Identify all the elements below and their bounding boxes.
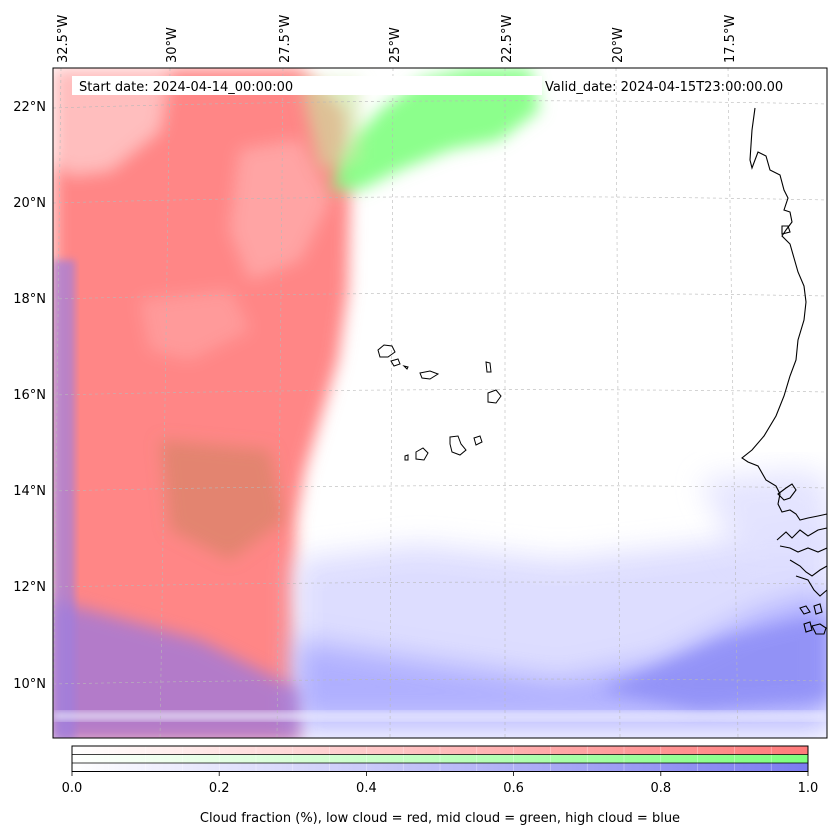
colorbar-tick-label: 0.4 [356, 781, 377, 796]
lon-label: 30°W [165, 27, 180, 63]
lat-label: 16°N [13, 388, 46, 403]
lat-label: 18°N [13, 292, 46, 307]
colorbar: 0.0 0.2 0.4 0.6 0.8 1.0 Cloud fraction (%), l… [62, 745, 819, 826]
high-cloud-layer [53, 260, 827, 738]
lon-label: 22.5°W [500, 15, 515, 63]
colorbar-tick-label: 0.2 [209, 781, 230, 796]
lon-label: 25°W [388, 27, 403, 63]
lat-label: 10°N [13, 677, 46, 692]
valid-date-label: Valid_date: 2024-04-15T23:00:00.00 [545, 80, 783, 95]
lon-label: 27.5°W [278, 15, 293, 63]
lat-label: 12°N [13, 580, 46, 595]
lat-label: 14°N [13, 484, 46, 499]
colorbar-frame [71, 745, 809, 772]
lat-label: 22°N [13, 100, 46, 115]
latitude-labels: 22°N 20°N 18°N 16°N 14°N 12°N 10°N [13, 100, 46, 692]
colorbar-label: Cloud fraction (%), low cloud = red, mid… [200, 811, 680, 826]
mid-cloud-layer [300, 68, 540, 190]
lon-label: 17.5°W [723, 15, 738, 63]
colorbar-ticks: 0.0 0.2 0.4 0.6 0.8 1.0 [62, 771, 819, 796]
gridlines [53, 68, 827, 738]
lat-label: 20°N [13, 196, 46, 211]
colorbar-level-separators [108, 746, 772, 772]
map-panel: Start date: 2024-04-14_00:00:00 Valid_da… [52, 67, 828, 739]
colorbar-tick-label: 0.8 [650, 781, 671, 796]
map-frame [52, 67, 828, 739]
lon-label: 20°W [611, 27, 626, 63]
longitude-labels: 32.5°W 30°W 27.5°W 25°W 22.5°W 20°W 17.5… [56, 15, 738, 63]
date-header-box [72, 76, 542, 95]
african-coastline [741, 107, 828, 635]
colorbar-tick-label: 0.0 [62, 781, 83, 796]
mixed-cloud-patch [160, 440, 285, 560]
start-date-label: Start date: 2024-04-14_00:00:00 [79, 80, 293, 95]
colorbar-tick-label: 1.0 [798, 781, 819, 796]
colorbar-tick-label: 0.6 [503, 781, 524, 796]
lon-label: 32.5°W [56, 15, 71, 63]
cape-verde-islands [377, 344, 502, 461]
